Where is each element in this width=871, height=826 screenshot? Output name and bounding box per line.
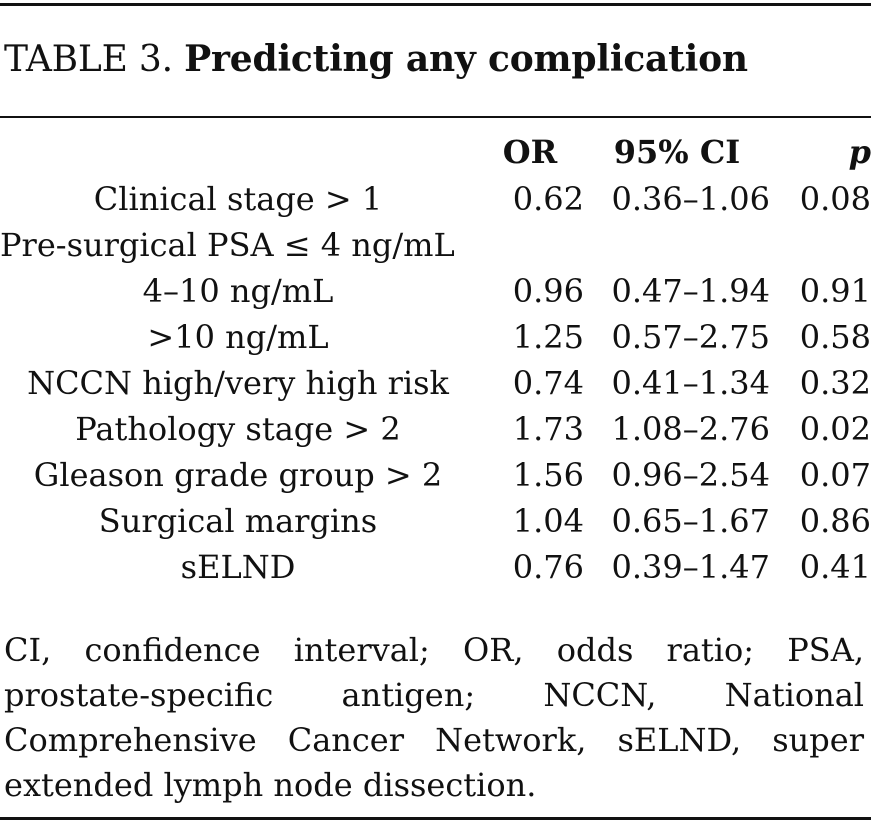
row-p: 0.32 bbox=[799, 364, 871, 402]
table-row: 4–10 ng/mL 0.96 0.47–1.94 0.91 bbox=[0, 268, 871, 314]
row-or bbox=[476, 222, 584, 268]
header-p: p bbox=[848, 133, 871, 171]
bottom-rule bbox=[0, 817, 871, 820]
header-ci: 95% CI bbox=[613, 133, 741, 171]
row-or: 1.56 bbox=[512, 456, 584, 494]
row-label: Clinical stage > 1 bbox=[93, 180, 383, 218]
top-rule bbox=[0, 3, 871, 6]
table-number: TABLE 3. bbox=[4, 39, 173, 80]
row-or: 0.76 bbox=[512, 548, 584, 586]
table-row: >10 ng/mL 1.25 0.57–2.75 0.58 bbox=[0, 314, 871, 360]
row-p bbox=[770, 222, 871, 268]
table-row: Gleason grade group > 2 1.56 0.96–2.54 0… bbox=[0, 452, 871, 498]
header-rule bbox=[0, 116, 871, 118]
table-row: Clinical stage > 1 0.62 0.36–1.06 0.08 bbox=[0, 176, 871, 222]
row-ci: 0.96–2.54 bbox=[611, 456, 771, 494]
row-p: 0.02 bbox=[799, 410, 871, 448]
table-footnote: CI, confidence interval; OR, odds ratio;… bbox=[4, 631, 864, 804]
table-title: Predicting any complication bbox=[184, 38, 748, 80]
row-p: 0.41 bbox=[799, 548, 871, 586]
header-row: OR 95% CI p bbox=[0, 128, 871, 176]
header-label bbox=[0, 128, 476, 176]
row-p: 0.08 bbox=[799, 180, 871, 218]
header-or: OR bbox=[502, 133, 558, 171]
table-row: Pathology stage > 2 1.73 1.08–2.76 0.02 bbox=[0, 406, 871, 452]
row-or: 0.96 bbox=[512, 272, 584, 310]
row-label: 4–10 ng/mL bbox=[142, 272, 334, 310]
row-label: sELND bbox=[180, 548, 296, 586]
row-label: Pre-surgical PSA ≤ 4 ng/mL bbox=[0, 226, 455, 264]
row-ci: 0.57–2.75 bbox=[611, 318, 771, 356]
row-label: Pathology stage > 2 bbox=[75, 410, 401, 448]
table-row: NCCN high/very high risk 0.74 0.41–1.34 … bbox=[0, 360, 871, 406]
row-or: 1.73 bbox=[512, 410, 584, 448]
table-row: sELND 0.76 0.39–1.47 0.41 bbox=[0, 544, 871, 590]
row-ci: 0.36–1.06 bbox=[611, 180, 771, 218]
complications-table: OR 95% CI p Clinical stage > 1 0.62 0.36… bbox=[0, 128, 871, 590]
row-label: Surgical margins bbox=[98, 502, 378, 540]
row-or: 1.25 bbox=[512, 318, 584, 356]
row-p: 0.91 bbox=[799, 272, 871, 310]
row-p: 0.07 bbox=[799, 456, 871, 494]
row-p: 0.58 bbox=[799, 318, 871, 356]
row-or: 0.62 bbox=[512, 180, 584, 218]
row-ci: 1.08–2.76 bbox=[611, 410, 771, 448]
row-label: Gleason grade group > 2 bbox=[33, 456, 443, 494]
table-caption: TABLE 3. Predicting any complication bbox=[4, 38, 748, 80]
row-ci: 0.39–1.47 bbox=[611, 548, 771, 586]
table-row: Surgical margins 1.04 0.65–1.67 0.86 bbox=[0, 498, 871, 544]
row-label: NCCN high/very high risk bbox=[27, 364, 449, 402]
row-ci: 0.47–1.94 bbox=[611, 272, 771, 310]
row-ci: 0.65–1.67 bbox=[611, 502, 771, 540]
row-or: 0.74 bbox=[512, 364, 584, 402]
row-or: 1.04 bbox=[512, 502, 584, 540]
row-label: >10 ng/mL bbox=[147, 318, 329, 356]
table-row: Pre-surgical PSA ≤ 4 ng/mL bbox=[0, 222, 871, 268]
row-p: 0.86 bbox=[799, 502, 871, 540]
row-ci bbox=[584, 222, 770, 268]
row-ci: 0.41–1.34 bbox=[611, 364, 771, 402]
